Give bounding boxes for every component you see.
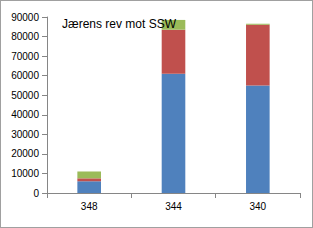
svg-text:340: 340 [249, 201, 266, 212]
svg-text:348: 348 [81, 201, 98, 212]
svg-text:40000: 40000 [11, 109, 39, 120]
svg-text:50000: 50000 [11, 90, 39, 101]
svg-text:70000: 70000 [11, 51, 39, 62]
svg-text:344: 344 [165, 201, 182, 212]
svg-text:20000: 20000 [11, 148, 39, 159]
svg-text:10000: 10000 [11, 168, 39, 179]
svg-text:0: 0 [33, 188, 39, 199]
svg-text:60000: 60000 [11, 70, 39, 81]
svg-text:80000: 80000 [11, 31, 39, 42]
svg-text:30000: 30000 [11, 129, 39, 140]
svg-text:90000: 90000 [11, 12, 39, 23]
svg-text:Jærens rev mot SSW: Jærens rev mot SSW [62, 17, 177, 31]
